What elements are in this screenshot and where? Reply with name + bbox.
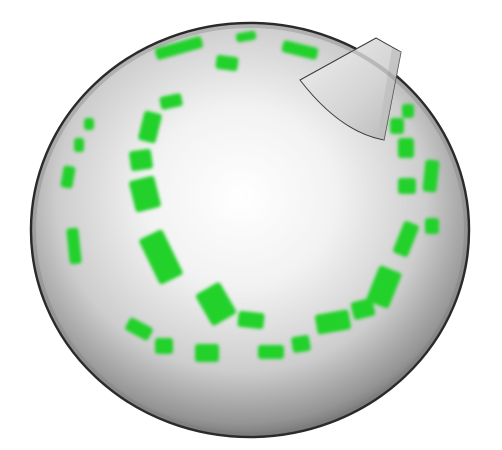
marker	[159, 93, 183, 110]
sphere-rim	[32, 24, 468, 436]
marker	[139, 229, 183, 285]
marker	[314, 309, 352, 335]
marker	[422, 159, 440, 193]
marker	[155, 338, 173, 354]
marker	[129, 148, 153, 172]
marker	[291, 335, 311, 353]
marker	[129, 175, 161, 213]
marker	[74, 138, 84, 152]
marker	[425, 218, 439, 234]
marker	[235, 30, 257, 43]
marker	[66, 227, 82, 265]
marker	[84, 118, 94, 130]
marker	[258, 345, 284, 359]
marker	[398, 138, 414, 158]
marker	[154, 36, 204, 60]
green-ring-markers	[60, 30, 440, 362]
marker	[350, 298, 376, 320]
marker	[138, 110, 162, 144]
fin-shadow	[378, 48, 401, 140]
marker	[390, 118, 404, 134]
marker	[60, 165, 76, 189]
marker	[195, 344, 219, 362]
marker	[215, 54, 239, 72]
marker	[125, 317, 153, 341]
marker	[398, 178, 416, 194]
marker	[195, 282, 237, 326]
marker	[393, 221, 419, 257]
marker	[237, 310, 265, 330]
marker	[366, 265, 402, 309]
marker	[281, 40, 319, 60]
marker	[402, 104, 414, 118]
